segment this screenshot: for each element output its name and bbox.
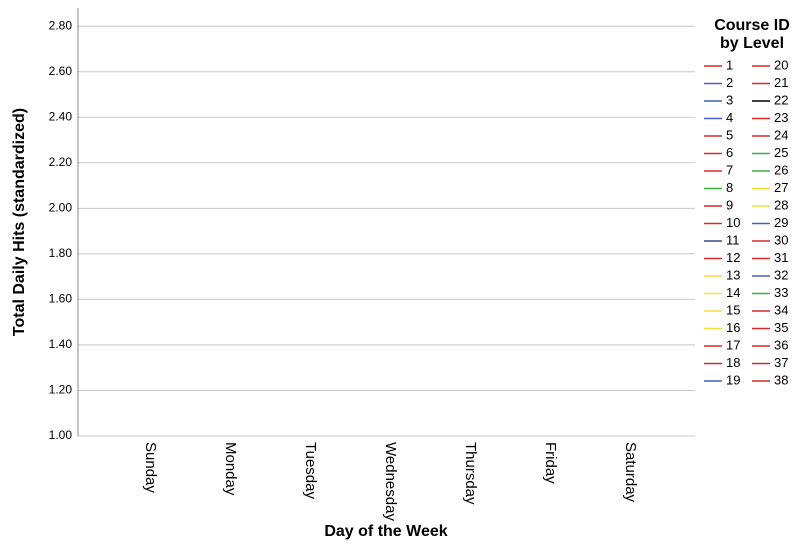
legend-label: 5	[726, 127, 733, 142]
legend-label: 21	[774, 75, 788, 90]
x-tick-label: Wednesday	[382, 442, 399, 521]
legend-label: 22	[774, 92, 788, 107]
legend-label: 28	[774, 197, 788, 212]
legend-label: 25	[774, 145, 788, 160]
y-tick-label: 2.60	[49, 64, 73, 78]
x-tick-label: Saturday	[622, 442, 639, 503]
legend-label: 14	[726, 285, 740, 300]
legend-label: 30	[774, 232, 788, 247]
y-tick-label: 2.20	[49, 155, 73, 169]
legend-label: 34	[774, 302, 788, 317]
x-tick-label: Tuesday	[302, 442, 319, 499]
y-axis-title: Total Daily Hits (standardized)	[11, 108, 28, 336]
legend-label: 4	[726, 110, 733, 125]
legend-label: 9	[726, 197, 733, 212]
x-axis-title: Day of the Week	[324, 523, 447, 540]
x-tick-label: Thursday	[462, 442, 479, 505]
legend-label: 13	[726, 267, 740, 282]
legend-title: Course ID	[714, 17, 790, 34]
legend-label: 11	[726, 232, 740, 247]
y-tick-label: 1.40	[49, 337, 73, 351]
legend-label: 15	[726, 302, 740, 317]
legend-label: 3	[726, 92, 733, 107]
legend-title: by Level	[720, 35, 784, 52]
legend-label: 8	[726, 180, 733, 195]
legend-label: 31	[774, 250, 788, 265]
legend-label: 36	[774, 337, 788, 352]
legend-label: 1	[726, 57, 733, 72]
y-tick-label: 2.00	[49, 201, 73, 215]
legend-label: 20	[774, 57, 788, 72]
legend-label: 2	[726, 75, 733, 90]
x-tick-label: Monday	[222, 442, 239, 496]
y-tick-label: 1.20	[49, 383, 73, 397]
legend-label: 23	[774, 110, 788, 125]
legend-label: 38	[774, 372, 788, 387]
legend-label: 24	[774, 127, 788, 142]
legend-label: 6	[726, 145, 733, 160]
x-tick-label: Sunday	[142, 442, 159, 493]
legend-label: 19	[726, 372, 740, 387]
legend-label: 33	[774, 285, 788, 300]
y-tick-label: 2.40	[49, 109, 73, 123]
legend-label: 37	[774, 355, 788, 370]
legend-label: 27	[774, 180, 788, 195]
legend-label: 7	[726, 162, 733, 177]
legend-label: 29	[774, 215, 788, 230]
legend-label: 10	[726, 215, 740, 230]
legend-label: 26	[774, 162, 788, 177]
legend-label: 35	[774, 320, 788, 335]
y-tick-label: 1.80	[49, 246, 73, 260]
legend-label: 12	[726, 250, 740, 265]
y-tick-label: 1.60	[49, 292, 73, 306]
legend-label: 16	[726, 320, 740, 335]
legend-label: 18	[726, 355, 740, 370]
legend-label: 32	[774, 267, 788, 282]
legend-label: 17	[726, 337, 740, 352]
x-tick-label: Friday	[542, 442, 559, 484]
y-tick-label: 2.80	[49, 18, 73, 32]
y-tick-label: 1.00	[49, 428, 73, 442]
